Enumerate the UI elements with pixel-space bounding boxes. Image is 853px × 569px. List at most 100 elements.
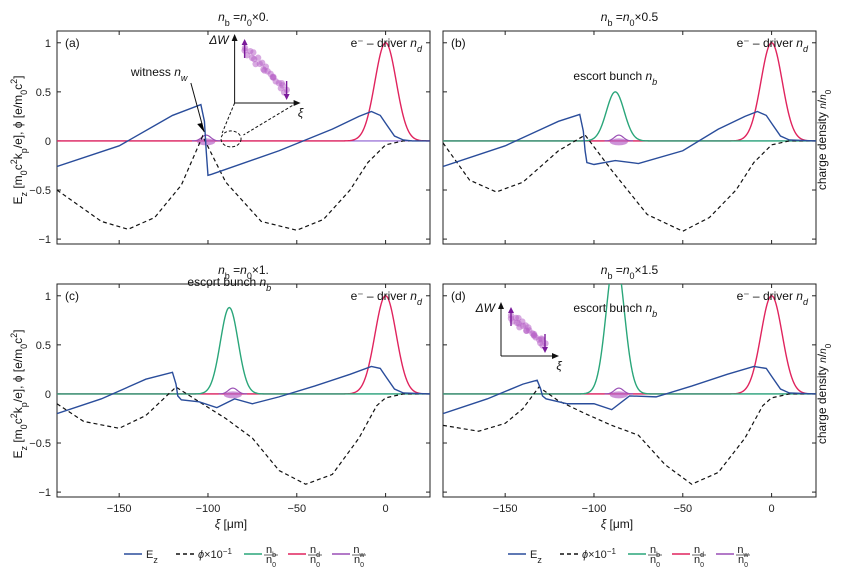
inset-y-arrow bbox=[498, 302, 504, 309]
inset-x-arrow bbox=[293, 100, 301, 106]
legend-label-nd: ndn0 bbox=[310, 544, 320, 569]
inset-particle bbox=[519, 322, 527, 330]
panels-group: nb =n0×0. −1 −0.5 0 0.5 1 (a) e⁻ – driver nd wit… bbox=[29, 10, 817, 515]
x-tick-label: −50 bbox=[673, 503, 692, 515]
panel-title: nb =n0×0.5 bbox=[601, 10, 659, 28]
legend-label-nb: nbn0 bbox=[650, 544, 660, 569]
x-tick-label: 0 bbox=[769, 503, 775, 515]
y-tick-label: −0.5 bbox=[29, 185, 51, 197]
panel-c: nb =n0×1. −150 −100 −50 0 −1 −0.5 0 0.5 1 (c) e⁻ – … bbox=[29, 263, 431, 515]
panel-a: nb =n0×0. −1 −0.5 0 0.5 1 (a) e⁻ – driver nd wit… bbox=[29, 10, 431, 246]
panel-label: (c) bbox=[65, 289, 79, 303]
inset-arrow-down-head bbox=[283, 94, 290, 100]
phi-curve bbox=[57, 386, 430, 485]
x-tick-label: −150 bbox=[107, 503, 132, 515]
inset-xlabel: ξ bbox=[298, 106, 304, 120]
inset-zoom-line-2 bbox=[243, 102, 297, 136]
inset: ΔW ξ bbox=[208, 33, 304, 136]
xlabel-right: ξ [μm] bbox=[601, 517, 633, 531]
panel-frame bbox=[56, 283, 431, 498]
legend-label-nw: nwn0 bbox=[353, 544, 365, 569]
witness-bunch-blob bbox=[609, 391, 628, 399]
panel-title: nb =n0×0. bbox=[218, 10, 269, 28]
y-tick-label: 0 bbox=[45, 389, 51, 401]
phi-curve bbox=[57, 134, 430, 231]
inset-arrow-up-head bbox=[508, 307, 514, 313]
ez-curve bbox=[443, 110, 816, 168]
legend-label-nb: nbn0 bbox=[266, 544, 276, 569]
ylabel-right-top: charge density n/n0 bbox=[815, 89, 833, 190]
inset-particle bbox=[254, 54, 262, 61]
inset-particle bbox=[279, 82, 286, 89]
driver-label: e⁻ – driver nd bbox=[351, 289, 423, 307]
y-tick-label: −1 bbox=[38, 234, 51, 246]
driver-nd-curve bbox=[57, 42, 430, 142]
panel-b: nb =n0×0.5 (b) e⁻ – driver nd escort bunch … bbox=[442, 10, 817, 245]
panel-label: (b) bbox=[451, 36, 466, 50]
panel-frame bbox=[56, 30, 431, 245]
legend-label-phi: ϕ×10−1 bbox=[582, 547, 616, 562]
panel-label: (a) bbox=[65, 36, 80, 50]
panel-label: (d) bbox=[451, 289, 466, 303]
x-tick-label: −150 bbox=[493, 503, 518, 515]
ez-curve bbox=[57, 365, 430, 415]
y-tick-label: 0 bbox=[45, 136, 51, 148]
inset-particle bbox=[272, 78, 279, 85]
witness-nw-curve bbox=[604, 134, 634, 142]
inset-ylabel: ΔW bbox=[208, 33, 230, 47]
ylabel-top: Ez [m0c2kp/e], ϕ [e/m0c2] bbox=[9, 75, 29, 204]
escort-nb-curve bbox=[443, 284, 816, 395]
inset-arrow-up-head bbox=[241, 39, 248, 45]
inset-particle bbox=[526, 327, 533, 334]
inset-particle bbox=[243, 51, 251, 59]
driver-label: e⁻ – driver nd bbox=[351, 36, 423, 54]
driver-label: e⁻ – driver nd bbox=[737, 36, 809, 54]
legends-group: Ez ϕ×10−1 nbn0 ndn0 nwn0 Ez ϕ×10−1 nbn0 ndn0 nwn0 bbox=[124, 544, 750, 569]
witness-nw-curve bbox=[604, 387, 634, 395]
inset-particle bbox=[250, 49, 257, 56]
legend-label-phi: ϕ×10−1 bbox=[198, 547, 232, 562]
witness-zoom-circle bbox=[220, 130, 242, 148]
witness-nw-curve bbox=[191, 134, 221, 142]
y-tick-label: 0.5 bbox=[36, 87, 51, 99]
plot-area bbox=[443, 284, 816, 485]
witness-arrow-head bbox=[197, 123, 205, 133]
witness-annotation: witness nw bbox=[130, 65, 188, 83]
inset-xlabel: ξ bbox=[556, 359, 562, 373]
ylabel-bottom: Ez [m0c2kp/e], ϕ [e/m0c2] bbox=[9, 329, 29, 458]
legend-label-nw: nwn0 bbox=[737, 544, 749, 569]
x-tick-label: −100 bbox=[582, 503, 607, 515]
x-tick-label: −50 bbox=[287, 503, 306, 515]
legend-label-Ez: Ez bbox=[530, 549, 542, 565]
panel-title: nb =n0×1. bbox=[218, 263, 269, 281]
ylabel-right-bottom: charge density n/n0 bbox=[815, 343, 833, 444]
inset-particle bbox=[256, 60, 264, 68]
inset-y-arrow bbox=[231, 34, 238, 41]
inset: ΔW ξ bbox=[475, 301, 563, 373]
panel-d: nb =n0×1.5 −150 −100 −50 0 (d) e⁻ – driver nd e… bbox=[442, 263, 817, 515]
escort-nb-curve bbox=[57, 306, 430, 395]
escort-nb-curve bbox=[443, 91, 816, 142]
ez-curve bbox=[57, 103, 430, 177]
y-tick-label: −1 bbox=[38, 487, 51, 499]
plot-area bbox=[57, 295, 430, 485]
inset-particle bbox=[532, 334, 539, 341]
driver-nd-curve bbox=[57, 295, 430, 395]
panel-frame bbox=[442, 283, 817, 498]
witness-nw-curve bbox=[218, 387, 248, 395]
escort-label: escort bunch nb bbox=[573, 301, 657, 319]
legend-label-nd: ndn0 bbox=[694, 544, 704, 569]
inset-ylabel: ΔW bbox=[475, 301, 497, 315]
panel-title: nb =n0×1.5 bbox=[601, 263, 659, 281]
y-tick-label: −0.5 bbox=[29, 438, 51, 450]
y-tick-label: 1 bbox=[45, 38, 51, 50]
xlabel-left: ξ [μm] bbox=[215, 517, 247, 531]
witness-bunch-blob bbox=[609, 138, 628, 146]
inset-arrow-down-head bbox=[542, 347, 548, 353]
legend-label-Ez: Ez bbox=[146, 549, 158, 565]
escort-label: escort bunch nb bbox=[187, 275, 271, 293]
witness-bunch-blob bbox=[223, 391, 242, 399]
x-tick-label: −100 bbox=[196, 503, 221, 515]
y-tick-label: 0.5 bbox=[36, 340, 51, 352]
